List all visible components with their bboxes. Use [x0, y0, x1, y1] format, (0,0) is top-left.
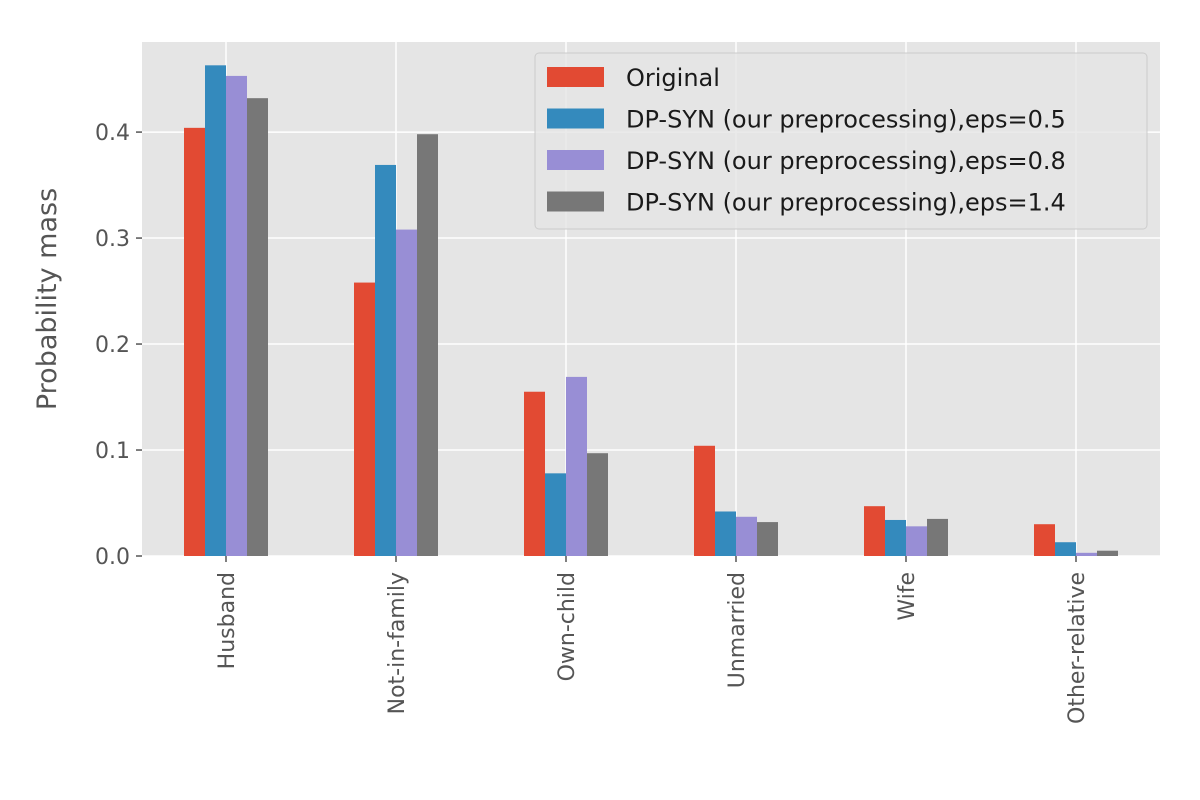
bar-unmarried-series-1 [694, 445, 715, 556]
bar-wife-series-3 [906, 526, 927, 556]
x-tick-label: Own-child [555, 572, 580, 681]
legend-label: DP-SYN (our preprocessing),eps=1.4 [626, 189, 1066, 217]
bar-other-relative-series-2 [1055, 542, 1076, 556]
legend-label: Original [626, 64, 720, 92]
bar-own-child-series-1 [524, 391, 545, 556]
bar-own-child-series-2 [545, 473, 566, 556]
bar-own-child-series-3 [566, 376, 587, 556]
bar-unmarried-series-4 [757, 522, 778, 556]
bar-not-in-family-series-2 [375, 164, 396, 556]
x-tick-label: Other-relative [1065, 572, 1090, 724]
bar-not-in-family-series-3 [396, 229, 417, 557]
bar-wife-series-4 [927, 518, 948, 556]
x-tick-label: Not-in-family [385, 572, 410, 714]
legend-swatch [547, 67, 604, 87]
x-tick-label: Wife [895, 572, 920, 621]
x-axis-ticks: Husband Not-in-family Own-child Unmarried Wi… [215, 556, 1090, 724]
bar-other-relative-series-4 [1097, 550, 1118, 556]
bar-wife-series-2 [885, 519, 906, 556]
bar-not-in-family-series-4 [417, 134, 438, 556]
bar-not-in-family-series-1 [354, 282, 375, 556]
y-tick-label: 0.4 [95, 121, 130, 146]
y-tick-label: 0.1 [95, 439, 130, 464]
x-tick-label: Husband [215, 572, 240, 669]
y-tick-label: 0.2 [95, 333, 130, 358]
bar-husband-series-1 [184, 127, 205, 557]
y-axis-ticks: 0.0 0.1 0.2 0.3 0.4 [95, 121, 142, 570]
bar-unmarried-series-2 [715, 511, 736, 556]
legend: Original DP-SYN (our preprocessing),eps=0… [534, 52, 1148, 230]
bars [184, 65, 1118, 557]
bar-wife-series-1 [864, 506, 885, 556]
y-axis-title: Probability mass [32, 188, 63, 410]
legend-box [534, 52, 1148, 230]
y-tick-label: 0.3 [95, 227, 130, 252]
y-tick-label: 0.0 [95, 545, 130, 570]
bar-husband-series-3 [226, 75, 247, 557]
legend-label: DP-SYN (our preprocessing),eps=0.5 [626, 106, 1066, 134]
bar-husband-series-2 [205, 65, 226, 556]
bar-unmarried-series-3 [736, 516, 757, 556]
legend-swatch [547, 191, 604, 212]
legend-swatch [547, 108, 604, 129]
legend-swatch [547, 150, 604, 170]
bar-other-relative-series-3 [1076, 552, 1097, 556]
bar-husband-series-4 [247, 98, 268, 557]
x-tick-label: Unmarried [725, 572, 750, 688]
bar-other-relative-series-1 [1034, 524, 1055, 556]
legend-label: DP-SYN (our preprocessing),eps=0.8 [626, 147, 1066, 175]
bar-own-child-series-4 [587, 453, 608, 556]
